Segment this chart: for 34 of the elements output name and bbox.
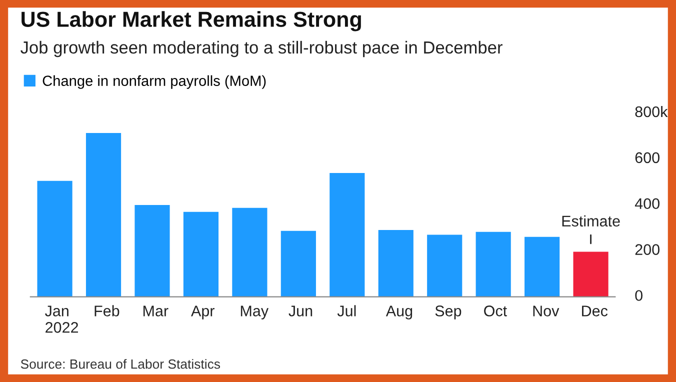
x-tick-label: Mar [143, 306, 168, 316]
x-tick-label: Aug [386, 306, 412, 320]
bar [476, 232, 511, 297]
legend-label: Change in nonfarm payrolls (MoM) [42, 75, 266, 89]
bar [37, 180, 72, 297]
x-tick-label: Nov [533, 306, 560, 316]
x-tick-label: Dec [582, 306, 608, 316]
chart-subtitle: Job growth seen moderating to a still-robust pace in December [20, 40, 502, 58]
bar [134, 204, 170, 297]
bar [280, 230, 316, 297]
bar [86, 133, 122, 297]
y-tick-label: 600 [635, 152, 660, 164]
y-tick-label: 0 [635, 290, 643, 301]
y-tick-label: 200 [635, 244, 660, 255]
x-tick-label: Oct [484, 306, 507, 316]
y-tick-label: 400 [634, 198, 660, 210]
x-tick-label: Sep [435, 306, 462, 320]
x-tick-label: May [240, 306, 269, 320]
bar [573, 252, 608, 297]
x-tick-label: Jun [288, 306, 312, 316]
annotation: Estimate [562, 215, 620, 227]
bar [232, 208, 268, 297]
x-tick-label: Feb [94, 305, 120, 316]
chart-title: US Labor Market Remains Strong [22, 11, 361, 32]
y-tick-label: 800k [635, 106, 668, 118]
bar [330, 173, 365, 297]
x-tick-label: Jan 2022 [45, 306, 78, 333]
bar [183, 212, 219, 297]
bar [524, 236, 560, 297]
x-tick-label: Jul [337, 305, 356, 316]
bar [378, 230, 414, 297]
x-tick-label: Apr [191, 306, 214, 320]
source-note: Source: Bureau of Labor Statistics [20, 359, 220, 369]
bar [427, 234, 462, 297]
